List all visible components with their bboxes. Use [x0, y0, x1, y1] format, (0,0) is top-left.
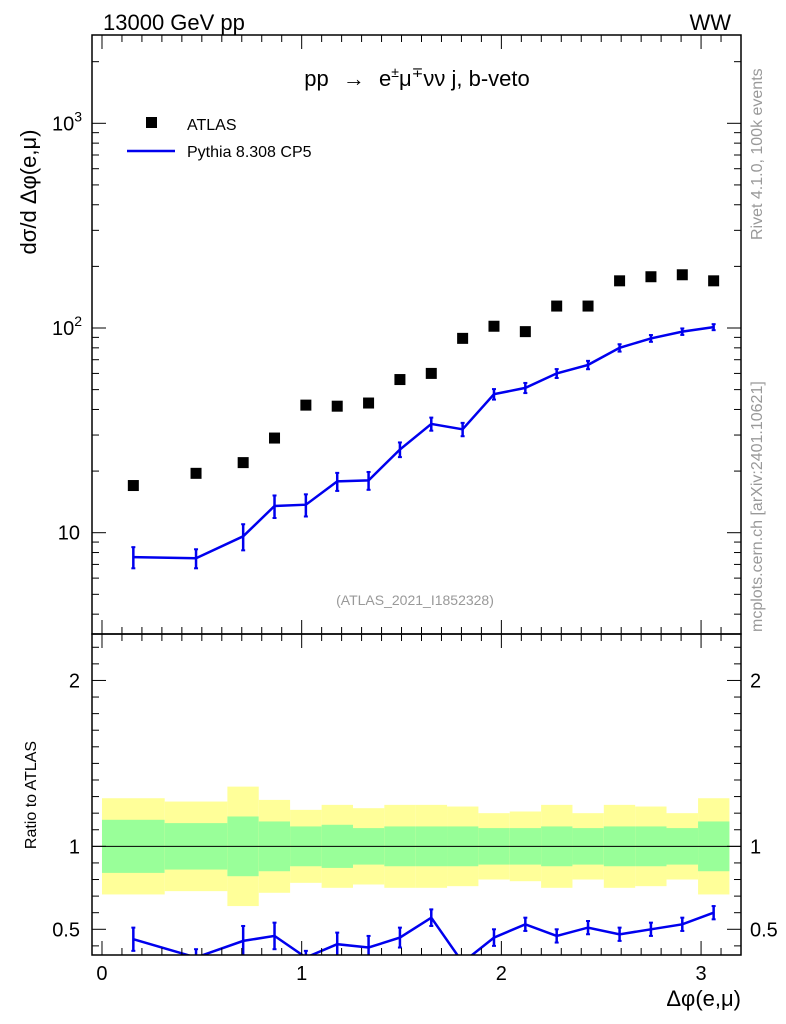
analysis-label: (ATLAS_2021_I1852328) [336, 592, 494, 608]
atlas-data-point [394, 374, 406, 386]
legend-mc-label: Pythia 8.308 CP5 [187, 144, 312, 161]
atlas-data-point [363, 397, 375, 409]
process-label: WW [689, 10, 731, 35]
energy-label: 13000 GeV pp [103, 10, 245, 35]
title-mu: μ [399, 66, 412, 91]
atlas-data-point [488, 320, 500, 332]
atlas-data-point [457, 332, 469, 344]
mc-line [133, 325, 714, 560]
atlas-data-point [582, 300, 594, 312]
ratio-tick-label-left: 0.5 [52, 919, 80, 941]
y-tick-label-exp: 2 [74, 313, 82, 329]
y-tick-label: 10 [58, 523, 80, 545]
atlas-data-point [190, 467, 202, 479]
atlas-data-point [676, 269, 688, 281]
legend-atlas-marker [146, 117, 157, 128]
atlas-data-point [300, 399, 312, 411]
atlas-data-point [425, 367, 437, 379]
ratio-mc-line [132, 911, 715, 955]
atlas-data-point [237, 457, 249, 469]
ratio-tick-label-left: 2 [69, 670, 80, 692]
title-mp: ∓ [412, 64, 424, 80]
title-pm: ± [391, 64, 399, 80]
atlas-data-point [331, 400, 343, 412]
atlas-data-point [614, 275, 626, 287]
main-data-series [127, 269, 720, 492]
atlas-data-point [127, 480, 139, 492]
title-rest: νν j, b-veto [423, 66, 529, 91]
ratio-tick-label-right: 1 [750, 836, 761, 858]
ratio-uncertainty-bands [92, 786, 741, 907]
x-tick-label: 0 [96, 963, 107, 985]
main-mc-series [131, 323, 716, 570]
y-tick-label: 103 [52, 108, 82, 135]
y-tick-label-base: 10 [52, 113, 74, 135]
x-axis-label: Δφ(e,μ) [666, 986, 741, 1011]
x-tick-label: 3 [695, 963, 706, 985]
ratio-mc-series [131, 905, 716, 955]
y-tick-label-exp: 3 [74, 108, 82, 124]
title-e: e [379, 66, 391, 91]
x-tick-label: 1 [296, 963, 307, 985]
atlas-data-point [551, 300, 563, 312]
legend-atlas-label: ATLAS [187, 117, 237, 134]
plot-title: pp → e±μ∓νν j, b-veto [304, 64, 529, 91]
ratio-frame [91, 633, 742, 956]
ratio-tick-label-right: 2 [750, 670, 761, 692]
mcplots-label: mcplots.cern.ch [arXiv:2401.10621] [749, 381, 766, 632]
atlas-data-point [519, 326, 531, 338]
atlas-data-point [645, 271, 657, 283]
ratio-ylabel: Ratio to ATLAS [23, 741, 40, 849]
ratio-tick-label-right: 0.5 [750, 919, 778, 941]
x-tick-label: 2 [496, 963, 507, 985]
atlas-data-point [708, 275, 720, 287]
atlas-data-point [269, 432, 281, 444]
main-ylabel: dσ/d Δφ(e,μ) [16, 130, 41, 255]
title-pp: pp [304, 66, 328, 91]
title-arrow: → [343, 66, 365, 91]
rivet-label: Rivet 4.1.0, 100k events [749, 68, 766, 240]
y-tick-label: 102 [52, 313, 82, 340]
y-tick-label-base: 10 [52, 318, 74, 340]
ratio-tick-label-left: 1 [69, 836, 80, 858]
